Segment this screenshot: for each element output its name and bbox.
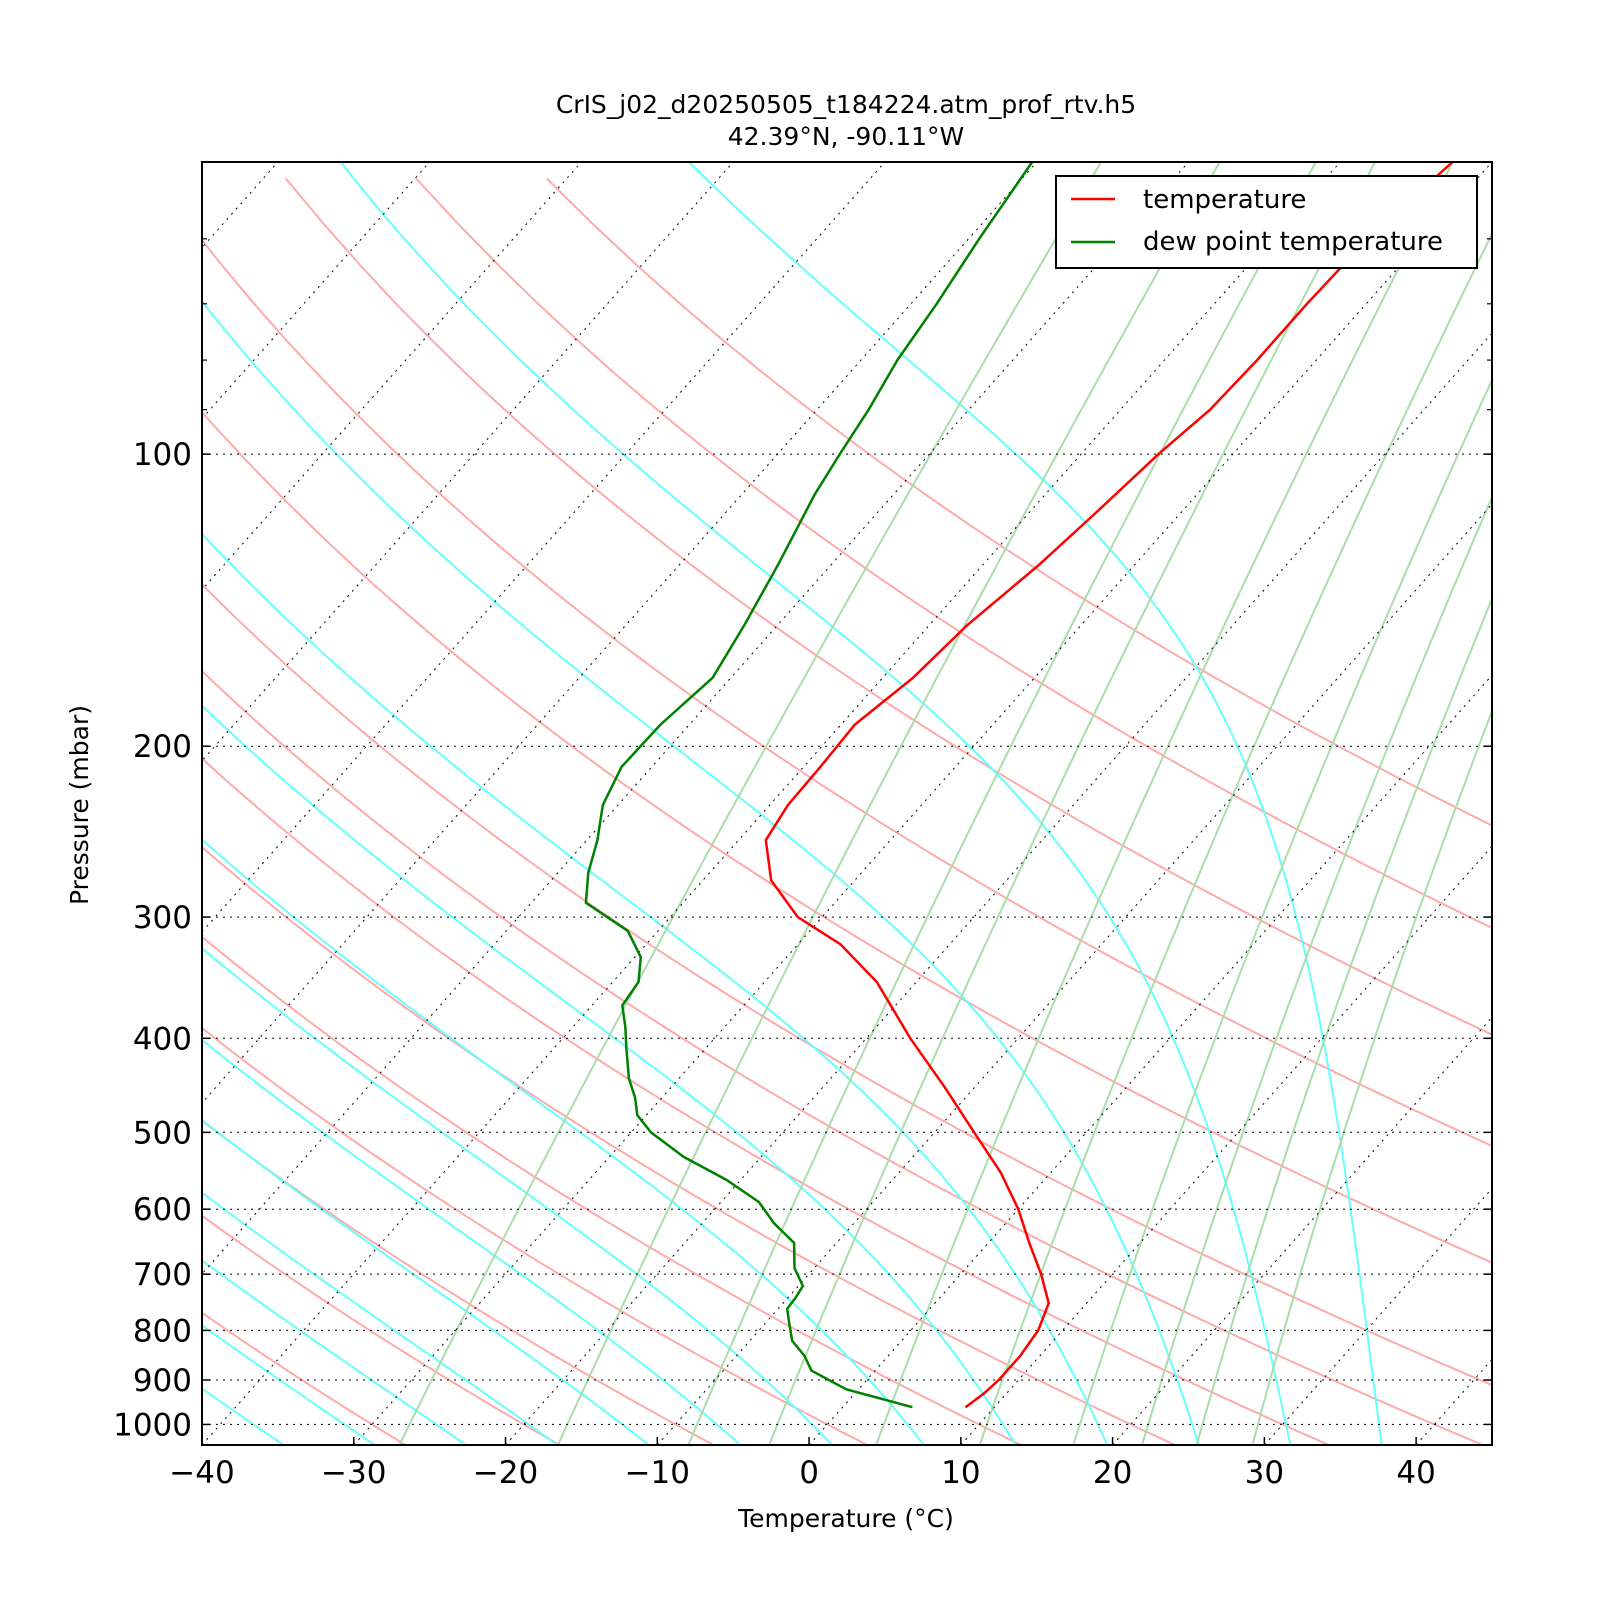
dry-adiabat — [155, 179, 1600, 1450]
background-grid-lines — [0, 145, 1600, 1449]
moist-adiabat — [0, 145, 836, 1449]
legend-label-dewpoint: dew point temperature — [1143, 227, 1443, 257]
moist-adiabat — [0, 145, 654, 1449]
isotherm-line — [0, 162, 885, 1445]
y-tick-label: 200 — [133, 729, 192, 765]
x-tick-label: −20 — [473, 1455, 538, 1491]
y-axis-label: Pressure (mbar) — [65, 705, 94, 905]
isotherm-line — [1568, 162, 1600, 1445]
isotherm-line — [657, 162, 1600, 1445]
dry-adiabat — [547, 179, 1600, 1450]
y-tick-label: 600 — [133, 1192, 192, 1228]
y-tick-label: 300 — [133, 900, 192, 936]
legend-label-temperature: temperature — [1143, 185, 1306, 215]
mixing-ratio-line — [1251, 162, 1600, 1449]
x-axis-label: Temperature (°C) — [737, 1504, 954, 1533]
moist-adiabat — [0, 145, 1109, 1449]
moist-adiabat — [327, 145, 1291, 1449]
y-tick-label: 400 — [133, 1021, 192, 1057]
y-tick-label: 100 — [133, 437, 192, 473]
x-tick-label: 10 — [941, 1455, 980, 1491]
y-axis: 100 200 300 400 500 600 700 800 900 1000 — [113, 239, 1492, 1444]
y-tick-label: 1000 — [113, 1407, 192, 1443]
x-tick-label: −10 — [625, 1455, 690, 1491]
isotherm-line — [1416, 162, 1600, 1445]
x-tick-label: 40 — [1396, 1455, 1435, 1491]
isotherm-line — [961, 162, 1600, 1445]
isotherm-line — [354, 162, 1492, 1445]
x-tick-label: −30 — [321, 1455, 386, 1491]
isotherm-line — [50, 162, 1188, 1445]
moist-adiabat — [0, 145, 381, 1449]
y-tick-label: 800 — [133, 1313, 192, 1349]
isotherm-line — [0, 162, 733, 1445]
isotherm-line — [0, 162, 1037, 1445]
moist-adiabat — [0, 145, 927, 1449]
moist-adiabat — [0, 145, 1018, 1449]
plot-frame — [202, 162, 1492, 1445]
chart-subtitle: 42.39°N, -90.11°W — [728, 122, 964, 151]
y-tick-label: 900 — [133, 1363, 192, 1399]
x-tick-label: 0 — [799, 1455, 819, 1491]
dry-adiabat — [0, 179, 1600, 1450]
dry-adiabat — [0, 179, 721, 1450]
legend: temperature dew point temperature — [1056, 176, 1477, 268]
mixing-ratio-line — [1072, 162, 1594, 1449]
isotherm-line — [0, 162, 126, 1445]
x-tick-label: 20 — [1093, 1455, 1132, 1491]
x-tick-label: −40 — [169, 1455, 234, 1491]
mixing-ratio-line — [687, 162, 1316, 1449]
moist-adiabat — [0, 145, 745, 1449]
mixing-ratio-line — [1141, 162, 1600, 1449]
chart-title: CrIS_j02_d20250505_t184224.atm_prof_rtv.… — [556, 90, 1136, 119]
dewpoint-line — [586, 162, 1032, 1407]
isotherm-line — [506, 162, 1600, 1445]
mixing-ratio-line — [1196, 162, 1600, 1449]
mixing-ratio-line — [875, 162, 1453, 1449]
isotherm-line — [1264, 162, 1600, 1445]
moist-adiabat — [0, 145, 199, 1449]
isotherm-line — [0, 162, 278, 1445]
dry-adiabat — [416, 179, 1600, 1450]
dry-adiabat — [286, 179, 1600, 1450]
x-tick-label: 30 — [1245, 1455, 1284, 1491]
dry-adiabat — [0, 179, 412, 1450]
y-tick-label: 700 — [133, 1257, 192, 1293]
y-tick-label: 500 — [133, 1115, 192, 1151]
